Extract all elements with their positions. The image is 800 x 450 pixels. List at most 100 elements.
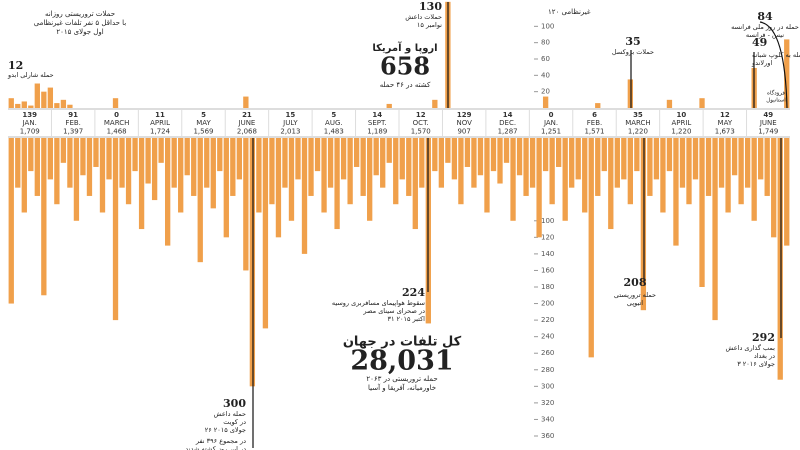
- annotation-text: سقوط هواپیمای مسافربری روسیه: [332, 299, 425, 307]
- bar: [112, 138, 119, 321]
- y-tick-label: 60: [541, 55, 550, 63]
- bar: [41, 91, 47, 108]
- bar: [262, 138, 269, 329]
- bar: [542, 96, 549, 108]
- annotation-text: نیس - فرانسه: [746, 31, 784, 39]
- month-label: AUG.: [325, 119, 343, 127]
- bar: [112, 98, 119, 108]
- bar: [406, 138, 412, 196]
- annotation-text: حمله تروریستی: [614, 291, 656, 299]
- strip-top: 5: [331, 111, 336, 119]
- month-label: FEB.: [587, 119, 602, 127]
- bar: [529, 138, 536, 188]
- bar: [243, 138, 249, 271]
- bar: [145, 138, 151, 184]
- bar: [679, 138, 686, 188]
- bar: [536, 138, 542, 238]
- month-label: JUNE: [759, 119, 777, 127]
- annotation-text: 84: [757, 10, 773, 23]
- strip-bottom: 1,570: [411, 128, 431, 136]
- strip-top: 10: [677, 111, 687, 119]
- bar: [106, 138, 112, 180]
- strip-bottom: 907: [457, 128, 470, 136]
- strip-top: 15: [286, 111, 296, 119]
- annotation-text: حمله در روز ملی فرانسه: [731, 23, 799, 31]
- bar: [15, 103, 21, 108]
- strip-bottom: 1,709: [20, 128, 40, 136]
- strip-top: 6: [592, 111, 597, 119]
- bar: [197, 138, 203, 263]
- bar: [47, 138, 54, 180]
- strip-top: 35: [633, 111, 643, 119]
- bar: [556, 138, 562, 167]
- bar: [54, 103, 60, 108]
- bar: [360, 138, 366, 196]
- y-tick-label: 80: [541, 39, 550, 47]
- bar: [73, 138, 80, 221]
- strip-bottom: 1,483: [324, 128, 344, 136]
- bar: [165, 138, 171, 246]
- bar: [777, 138, 783, 380]
- strip-top: 5: [201, 111, 206, 119]
- annotation-text: 28,031: [350, 346, 453, 377]
- strip-top: 21: [242, 111, 252, 119]
- bar: [490, 138, 497, 172]
- bar: [634, 138, 640, 172]
- annotation-text: ۲۶ جولای ۲۰۱۵: [205, 426, 246, 434]
- bar: [666, 99, 673, 108]
- annotation-text: ۳ جولای ۲۰۱۶: [737, 360, 775, 368]
- bar: [432, 99, 438, 108]
- y-tick-label: 120: [541, 233, 554, 241]
- annotation-text: حمله به کلوپ شبانه: [752, 51, 800, 59]
- bar: [282, 138, 288, 188]
- bar: [516, 138, 523, 176]
- annotation-text: ۲۰۶۳ حمله تروریستی در: [366, 375, 437, 383]
- bar: [178, 138, 184, 213]
- bar: [334, 138, 340, 230]
- strip-bottom: 2,013: [280, 128, 300, 136]
- month-label: JAN.: [22, 119, 37, 127]
- strip-bottom: 1,397: [63, 128, 83, 136]
- bar: [549, 138, 555, 205]
- y-tick-label: 240: [541, 333, 554, 341]
- annotation-text: در کویت: [223, 418, 246, 426]
- bar: [575, 138, 581, 180]
- month-label: SEPT.: [368, 119, 387, 127]
- bar: [223, 138, 229, 238]
- bar: [386, 103, 392, 108]
- strip-bottom: 1,571: [584, 128, 604, 136]
- bar: [301, 138, 308, 254]
- bar: [93, 138, 99, 167]
- bar: [595, 103, 601, 108]
- bar: [125, 138, 132, 205]
- bar: [34, 138, 40, 196]
- annotation-text: 658: [380, 52, 430, 81]
- month-label: MAY: [196, 119, 211, 127]
- bar: [41, 138, 47, 296]
- bar: [412, 138, 418, 230]
- annotation-text: حملات تروریستی روزانه: [45, 10, 115, 18]
- month-label: MARCH: [625, 119, 651, 127]
- month-label: JAN.: [543, 119, 558, 127]
- strip-bottom: 1,251: [541, 128, 561, 136]
- annotation-text: در این روز کشته شدند: [185, 445, 246, 450]
- annotation-text: استانبول: [766, 98, 786, 104]
- bar: [419, 138, 425, 188]
- annotation-text: کشته در ۴۶ حمله: [380, 81, 431, 89]
- bar: [230, 138, 236, 196]
- annotation-text: 35: [625, 35, 640, 48]
- bar: [784, 39, 790, 108]
- y-tick-label: 180: [541, 283, 554, 291]
- bar: [686, 138, 692, 205]
- bar: [184, 138, 190, 176]
- annotation-text: اتیوپی: [627, 299, 643, 307]
- bar: [608, 138, 614, 230]
- bar: [210, 138, 216, 209]
- bar: [288, 138, 295, 221]
- bar: [119, 138, 125, 188]
- bar: [367, 138, 373, 221]
- bar: [771, 138, 777, 238]
- annotation-text: حملات بروکسل: [612, 48, 654, 56]
